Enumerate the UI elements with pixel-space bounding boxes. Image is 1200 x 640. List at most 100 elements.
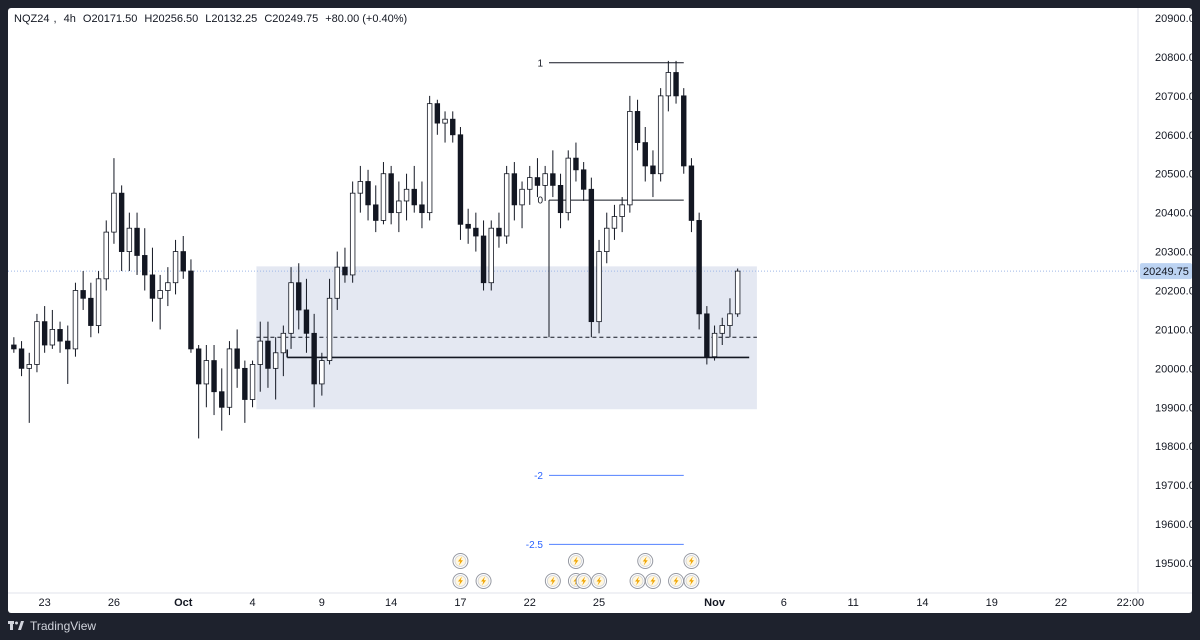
time-tick-label: Oct: [174, 597, 193, 609]
candle: [203, 345, 210, 408]
price-tick-label: 19700.00: [1155, 480, 1192, 492]
candle: [480, 220, 487, 291]
candle: [311, 313, 317, 408]
candle: [188, 259, 194, 353]
candle: [711, 325, 718, 361]
candle: [249, 360, 256, 408]
price-tick-label: 19900.00: [1155, 402, 1192, 414]
time-tick-label: 14: [916, 597, 928, 609]
candle: [550, 150, 556, 198]
time-tick-label: 6: [781, 597, 787, 609]
candle: [426, 95, 433, 221]
candle: [681, 88, 687, 174]
event-bolt-icon[interactable]: [637, 553, 654, 569]
fib-level-label: -2.5: [526, 540, 544, 551]
tradingview-logo-icon[interactable]: [8, 621, 24, 631]
candle: [365, 169, 371, 221]
price-tick-label: 20900.00: [1155, 13, 1192, 25]
event-bolt-icon[interactable]: [683, 573, 700, 589]
candle: [195, 345, 202, 439]
candle: [488, 220, 494, 291]
candle: [296, 263, 302, 330]
candle: [26, 352, 32, 423]
time-tick-label: 22: [524, 597, 536, 609]
candle: [57, 321, 63, 353]
price-tick-label: 20300.00: [1155, 247, 1192, 259]
candle: [727, 298, 733, 338]
candle: [373, 185, 379, 233]
event-bolt-icon[interactable]: [475, 573, 492, 589]
candle: [34, 313, 40, 373]
candle: [596, 239, 602, 334]
time-tick-label: Nov: [704, 597, 726, 609]
candle: [272, 337, 279, 400]
event-bolt-icon[interactable]: [544, 573, 561, 589]
brand-label[interactable]: TradingView: [30, 619, 97, 633]
time-tick-label: 22: [1055, 597, 1067, 609]
timeframe-label[interactable]: 4h: [63, 13, 76, 25]
footer-bar: TradingView: [8, 616, 96, 636]
candle: [95, 271, 102, 334]
last-price-badge: [1140, 263, 1192, 280]
candle: [434, 99, 441, 135]
time-tick-label: 19: [986, 597, 998, 609]
fib-level-label: -2: [534, 471, 543, 482]
candle: [149, 247, 156, 322]
candle: [49, 309, 56, 349]
candle: [557, 173, 564, 229]
candle: [88, 282, 94, 338]
candle: [242, 360, 248, 423]
candle: [565, 150, 571, 221]
candle: [157, 274, 163, 330]
price-tick-label: 19600.00: [1155, 519, 1192, 531]
candle: [719, 317, 725, 345]
candle: [734, 268, 741, 317]
event-bolt-icon[interactable]: [452, 573, 469, 589]
candle: [41, 306, 48, 353]
candle: [642, 127, 648, 182]
candle: [411, 165, 417, 213]
time-tick-label: 17: [454, 597, 466, 609]
candle: [457, 127, 464, 240]
event-bolt-icon[interactable]: [575, 573, 592, 589]
time-tick-label: 23: [39, 597, 51, 609]
candle: [172, 239, 179, 295]
candle: [580, 162, 587, 201]
candle: [134, 212, 140, 275]
price-tick-label: 20200.00: [1155, 286, 1192, 298]
event-bolt-icon[interactable]: [452, 553, 469, 569]
candle: [503, 165, 510, 244]
candle: [118, 185, 125, 272]
event-bolt-icon[interactable]: [668, 573, 685, 589]
candle: [65, 325, 71, 384]
candle: [280, 325, 287, 377]
candle: [388, 165, 394, 225]
event-bolt-icon[interactable]: [644, 573, 661, 589]
candle: [588, 177, 595, 338]
candle: [611, 204, 618, 240]
candle: [573, 142, 579, 182]
fib-level-label: 0: [537, 196, 543, 207]
time-tick-label: 9: [319, 597, 325, 609]
time-tick-label: 11: [847, 597, 858, 609]
event-bolt-icon[interactable]: [683, 553, 700, 569]
candle: [265, 321, 271, 388]
candle: [473, 212, 479, 252]
candle: [126, 212, 133, 272]
candle: [357, 165, 364, 213]
symbol-label[interactable]: NQZ24: [14, 13, 50, 25]
time-tick-label: 26: [108, 597, 120, 609]
chart-canvas[interactable]: 1 0 -2 -2.5 20900.00 20800.00 20700.00 20600.00…: [8, 8, 1192, 613]
candle: [419, 181, 425, 229]
candle: [349, 181, 356, 283]
candle: [465, 208, 471, 244]
event-bolt-icon[interactable]: [591, 573, 608, 589]
candle: [319, 352, 325, 396]
candle: [665, 60, 672, 112]
candle: [704, 306, 710, 365]
candle: [696, 212, 702, 330]
event-bolt-icon[interactable]: [629, 573, 646, 589]
high-value: H20256.50: [144, 13, 199, 25]
event-bolt-icon[interactable]: [567, 553, 584, 569]
price-tick-label: 19800.00: [1155, 441, 1192, 453]
